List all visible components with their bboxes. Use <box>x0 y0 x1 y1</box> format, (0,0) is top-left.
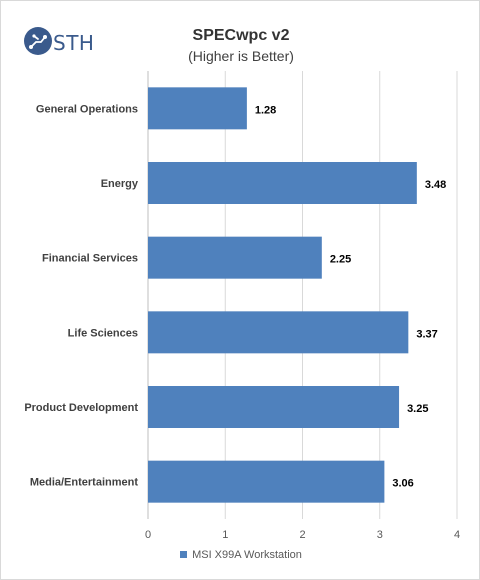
category-label: General Operations <box>36 103 138 115</box>
bar <box>148 311 409 354</box>
bar <box>148 460 385 503</box>
x-tick-label: 1 <box>222 529 228 541</box>
data-label: 3.48 <box>425 179 446 191</box>
data-label: 3.25 <box>407 403 428 415</box>
category-label: Media/Entertainment <box>30 477 139 489</box>
category-label: Product Development <box>24 402 138 414</box>
data-label: 2.25 <box>330 254 351 266</box>
bar <box>148 87 247 130</box>
x-tick-label: 0 <box>145 529 151 541</box>
category-label: Financial Services <box>42 253 138 265</box>
data-label: 1.28 <box>255 104 276 116</box>
x-tick-label: 3 <box>377 529 383 541</box>
chart-subtitle: (Higher is Better) <box>188 48 294 64</box>
data-label: 3.06 <box>392 478 413 490</box>
x-tick-label: 2 <box>299 529 305 541</box>
bar <box>148 236 322 279</box>
category-label: Life Sciences <box>68 327 138 339</box>
legend: MSI X99A Workstation <box>1 549 480 561</box>
x-tick-label: 4 <box>454 529 460 541</box>
category-label: Energy <box>101 178 139 190</box>
chart-title: SPECwpc v2 <box>192 27 290 44</box>
sth-logo-icon <box>24 27 52 55</box>
brand-name: STH <box>53 31 95 55</box>
data-label: 3.37 <box>416 328 437 340</box>
legend-swatch <box>180 551 188 558</box>
bar <box>148 162 417 204</box>
bar-chart: 0 1 2 3 4 General Operations 1.28 Energy 3.48 Fin… <box>24 71 460 541</box>
bar <box>148 386 400 428</box>
legend-label: MSI X99A Workstation <box>192 549 302 561</box>
